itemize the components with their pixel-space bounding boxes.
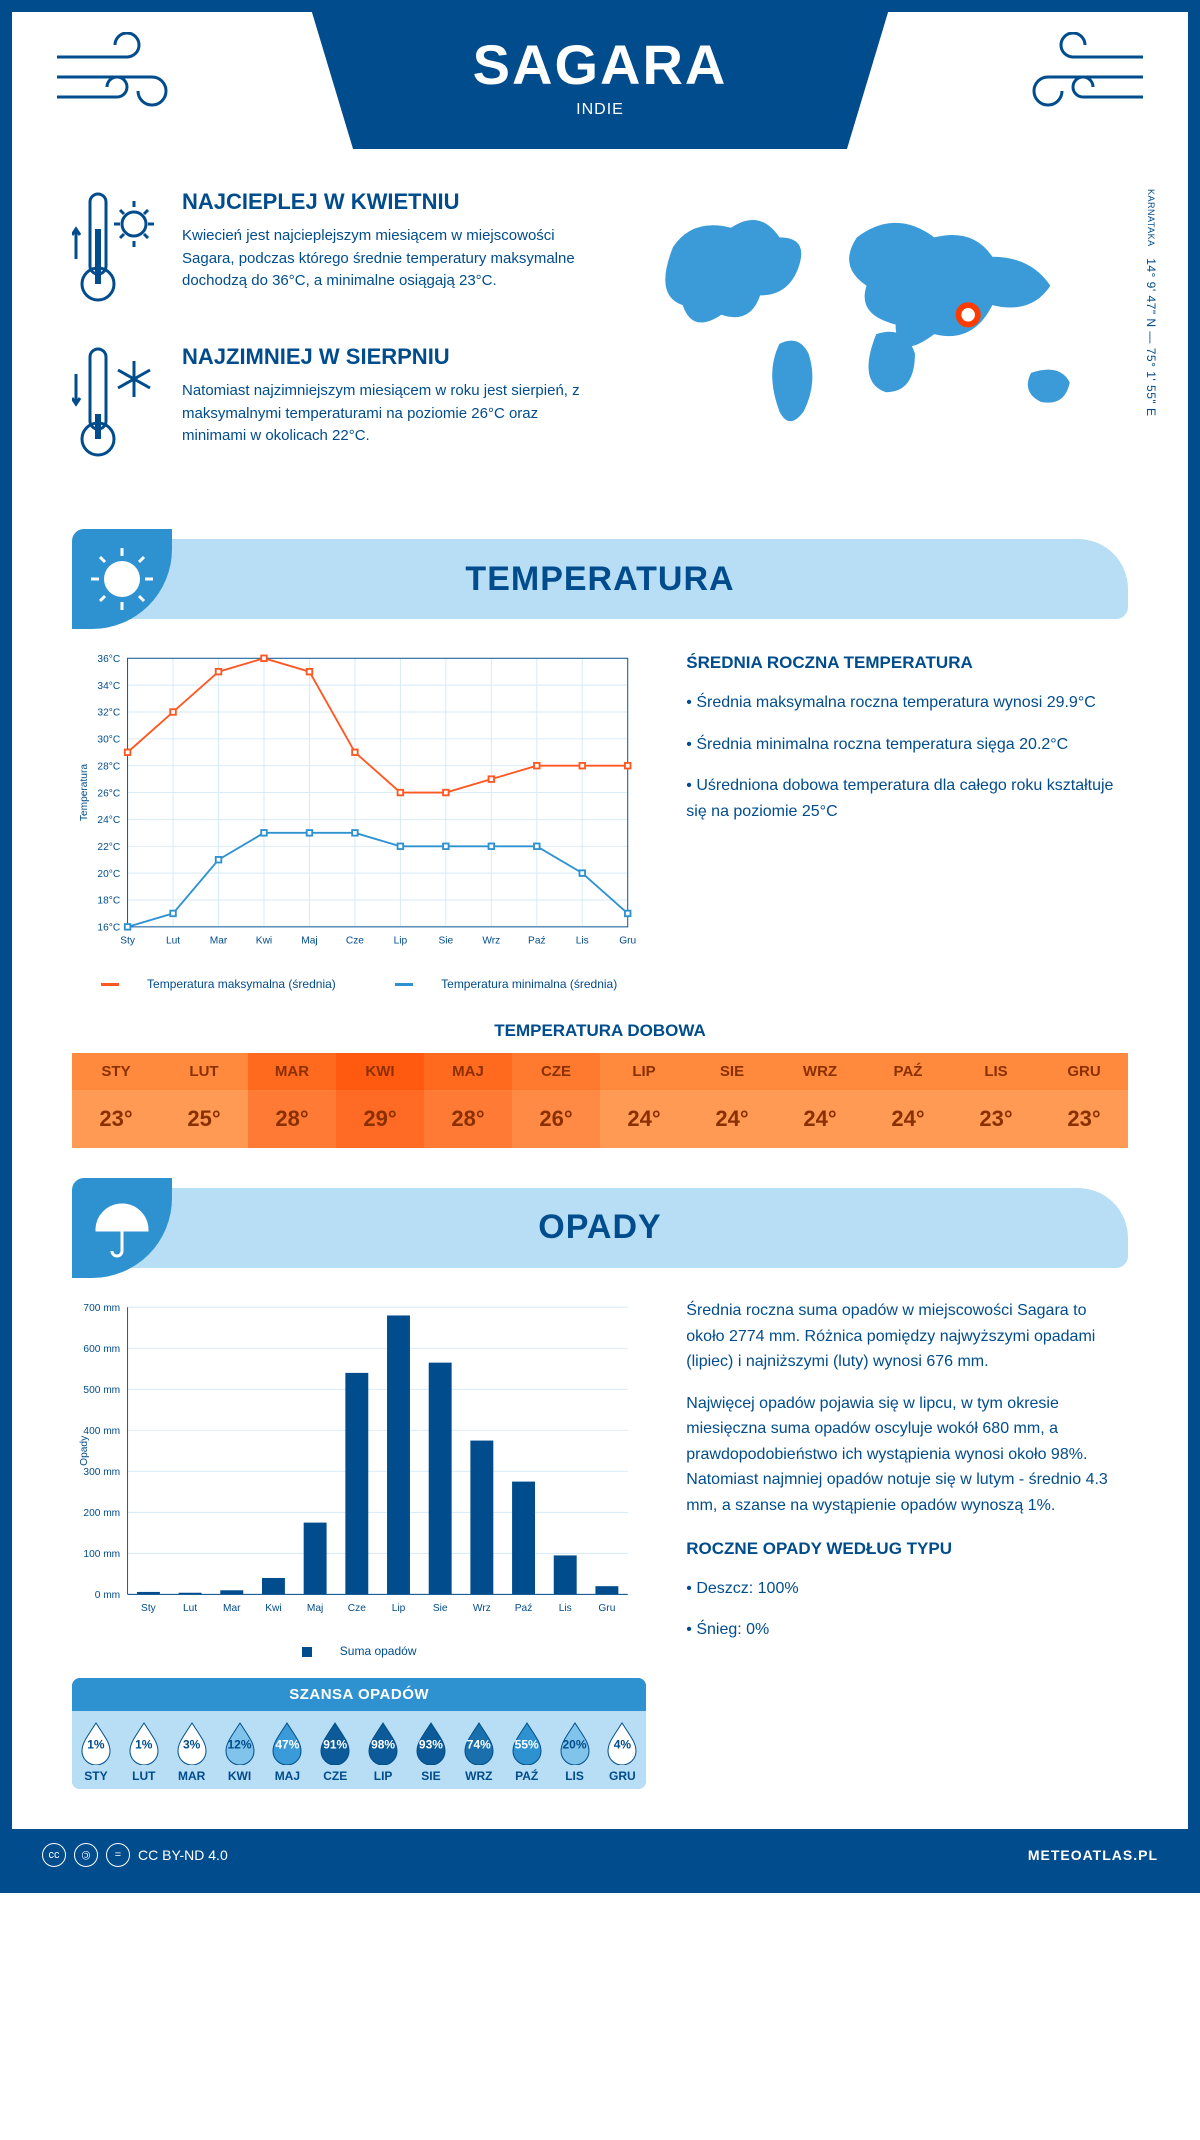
temp-side-b3: • Uśredniona dobowa temperatura dla całe… <box>686 773 1128 824</box>
svg-text:Gru: Gru <box>619 936 636 947</box>
svg-text:36°C: 36°C <box>97 654 120 665</box>
svg-text:22°C: 22°C <box>97 842 120 853</box>
svg-text:100 mm: 100 mm <box>83 1549 120 1560</box>
svg-text:500 mm: 500 mm <box>83 1385 120 1396</box>
footer-brand: METEOATLAS.PL <box>1028 1847 1158 1863</box>
wind-icon-left <box>52 32 192 127</box>
page-subtitle: INDIE <box>188 101 1011 119</box>
sun-section-icon <box>72 529 172 629</box>
daily-temp-table: STY23°LUT25°MAR28°KWI29°MAJ28°CZE26°LIP2… <box>72 1053 1128 1148</box>
svg-text:28°C: 28°C <box>97 761 120 772</box>
daily-temp-title: TEMPERATURA DOBOWA <box>72 1021 1128 1041</box>
svg-text:Gru: Gru <box>598 1603 615 1614</box>
svg-text:24°C: 24°C <box>97 815 120 826</box>
svg-text:Kwi: Kwi <box>256 936 272 947</box>
svg-text:200 mm: 200 mm <box>83 1508 120 1519</box>
svg-text:Lut: Lut <box>183 1603 197 1614</box>
world-map <box>644 189 1128 441</box>
svg-text:400 mm: 400 mm <box>83 1426 120 1437</box>
svg-text:Sty: Sty <box>120 936 136 947</box>
svg-text:34°C: 34°C <box>97 681 120 692</box>
svg-text:Lut: Lut <box>166 936 180 947</box>
temperature-section-title: TEMPERATURA <box>465 560 734 599</box>
svg-text:0 mm: 0 mm <box>95 1590 120 1601</box>
svg-text:Paź: Paź <box>528 936 546 947</box>
svg-text:Wrz: Wrz <box>473 1603 491 1614</box>
temp-side-b2: • Średnia minimalna roczna temperatura s… <box>686 732 1128 758</box>
svg-text:Maj: Maj <box>307 1603 323 1614</box>
svg-text:Temperatura: Temperatura <box>79 764 90 821</box>
svg-text:Sty: Sty <box>141 1603 157 1614</box>
rain-chance-panel: SZANSA OPADÓW 1%STY1%LUT3%MAR12%KWI47%MA… <box>72 1678 646 1789</box>
svg-text:Paź: Paź <box>515 1603 533 1614</box>
svg-text:20°C: 20°C <box>97 869 120 880</box>
svg-text:Mar: Mar <box>223 1603 241 1614</box>
svg-text:Wrz: Wrz <box>482 936 500 947</box>
svg-text:30°C: 30°C <box>97 735 120 746</box>
wind-icon-right <box>1008 32 1148 127</box>
page-title: SAGARA <box>188 32 1011 97</box>
rainfall-section-title: OPADY <box>538 1208 661 1247</box>
rain-side-p2: Najwięcej opadów pojawia się w lipcu, w … <box>686 1391 1128 1519</box>
cold-text: Natomiast najzimniejszym miesiącem w rok… <box>182 380 604 448</box>
rain-side-p1: Średnia roczna suma opadów w miejscowośc… <box>686 1298 1128 1375</box>
rain-side-b1: • Deszcz: 100% <box>686 1576 1128 1602</box>
svg-text:18°C: 18°C <box>97 896 120 907</box>
thermometer-hot-icon <box>72 189 162 314</box>
hot-heading: NAJCIEPLEJ W KWIETNIU <box>182 189 604 215</box>
svg-text:700 mm: 700 mm <box>83 1303 120 1314</box>
svg-text:Lip: Lip <box>394 936 408 947</box>
rainfall-bar-chart: 0 mm 100 mm 200 mm 300 mm 400 mm 500 mm 600 mm… <box>72 1298 646 1631</box>
svg-text:Cze: Cze <box>348 1603 366 1614</box>
rain-side-b2: • Śnieg: 0% <box>686 1617 1128 1643</box>
cold-heading: NAJZIMNIEJ W SIERPNIU <box>182 344 604 370</box>
temp-chart-legend: Temperatura maksymalna (średnia) Tempera… <box>72 977 646 991</box>
svg-text:Sie: Sie <box>439 936 454 947</box>
temp-side-b1: • Średnia maksymalna roczna temperatura … <box>686 690 1128 716</box>
svg-text:Lis: Lis <box>576 936 589 947</box>
license-badges: cc 🄯 = CC BY-ND 4.0 <box>42 1843 228 1867</box>
svg-text:Lis: Lis <box>559 1603 572 1614</box>
svg-text:16°C: 16°C <box>97 923 120 934</box>
thermometer-cold-icon <box>72 344 162 469</box>
svg-text:Lip: Lip <box>392 1603 406 1614</box>
svg-text:Opady: Opady <box>79 1435 90 1466</box>
svg-text:Sie: Sie <box>433 1603 448 1614</box>
svg-text:300 mm: 300 mm <box>83 1467 120 1478</box>
svg-text:Cze: Cze <box>346 936 364 947</box>
svg-text:600 mm: 600 mm <box>83 1344 120 1355</box>
rain-chart-legend: Suma opadów <box>72 1644 646 1658</box>
svg-text:Kwi: Kwi <box>265 1603 281 1614</box>
svg-text:Mar: Mar <box>210 936 228 947</box>
hot-text: Kwiecień jest najcieplejszym miesiącem w… <box>182 225 604 293</box>
rain-side-heading: ROCZNE OPADY WEDŁUG TYPU <box>686 1535 1128 1562</box>
coordinates: KARNATAKA 14° 9' 47" N — 75° 1' 55" E <box>1144 189 1158 416</box>
temp-side-heading: ŚREDNIA ROCZNA TEMPERATURA <box>686 649 1128 676</box>
temperature-line-chart: 16°C 18°C 20°C 22°C 24°C 26°C 28°C 30°C 32°C 34°C… <box>72 649 646 964</box>
svg-text:26°C: 26°C <box>97 788 120 799</box>
svg-text:Maj: Maj <box>301 936 317 947</box>
umbrella-section-icon <box>72 1178 172 1278</box>
svg-text:32°C: 32°C <box>97 708 120 719</box>
